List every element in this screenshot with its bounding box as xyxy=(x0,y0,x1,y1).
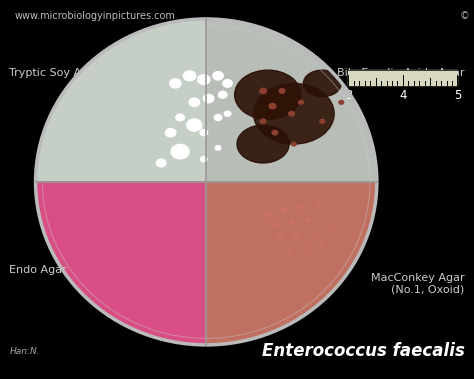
Ellipse shape xyxy=(254,83,334,144)
Bar xyxy=(348,70,457,85)
Circle shape xyxy=(264,211,271,217)
Circle shape xyxy=(277,235,282,239)
Text: Bile Esculin Azide Agar: Bile Esculin Azide Agar xyxy=(337,68,465,78)
Polygon shape xyxy=(206,182,377,345)
Polygon shape xyxy=(36,182,206,345)
Circle shape xyxy=(289,220,294,224)
Circle shape xyxy=(200,130,208,136)
Circle shape xyxy=(187,119,202,131)
Polygon shape xyxy=(36,19,206,182)
Circle shape xyxy=(282,208,287,213)
Circle shape xyxy=(298,204,304,209)
Circle shape xyxy=(201,157,207,162)
Circle shape xyxy=(294,233,299,237)
Circle shape xyxy=(224,111,231,116)
Circle shape xyxy=(279,89,285,93)
Circle shape xyxy=(171,144,189,159)
Circle shape xyxy=(214,114,222,121)
Ellipse shape xyxy=(237,125,289,163)
Circle shape xyxy=(156,159,166,167)
Text: Han:N.: Han:N. xyxy=(9,347,40,356)
Circle shape xyxy=(311,232,315,235)
Text: MacConkey Agar
(No.1, Oxoid): MacConkey Agar (No.1, Oxoid) xyxy=(371,273,465,294)
Text: Endo Agar: Endo Agar xyxy=(9,265,67,275)
Circle shape xyxy=(203,94,214,103)
Ellipse shape xyxy=(235,70,301,119)
Circle shape xyxy=(223,80,232,87)
Text: Enterococcus faecalis: Enterococcus faecalis xyxy=(262,342,465,360)
Circle shape xyxy=(215,146,221,150)
Circle shape xyxy=(170,79,181,88)
Circle shape xyxy=(176,114,184,121)
Circle shape xyxy=(339,100,344,104)
Circle shape xyxy=(304,247,308,250)
Circle shape xyxy=(189,98,200,106)
Circle shape xyxy=(272,130,278,135)
Circle shape xyxy=(269,103,276,109)
Circle shape xyxy=(213,72,223,80)
Circle shape xyxy=(292,142,296,146)
Text: 5: 5 xyxy=(454,89,461,102)
Polygon shape xyxy=(206,19,377,182)
Text: 4: 4 xyxy=(399,89,407,102)
Text: Tryptic Soy Agar: Tryptic Soy Agar xyxy=(9,68,100,78)
Circle shape xyxy=(315,203,320,207)
Circle shape xyxy=(165,128,176,137)
Circle shape xyxy=(260,88,266,94)
Ellipse shape xyxy=(303,70,341,97)
Circle shape xyxy=(289,111,294,116)
Text: www.microbiologyinpictures.com: www.microbiologyinpictures.com xyxy=(14,11,175,21)
Circle shape xyxy=(287,249,291,252)
Circle shape xyxy=(183,71,196,81)
Circle shape xyxy=(299,100,303,104)
Text: ©: © xyxy=(459,11,469,21)
Text: 3: 3 xyxy=(345,89,352,102)
Circle shape xyxy=(320,119,325,123)
Circle shape xyxy=(198,75,210,85)
Circle shape xyxy=(260,119,266,124)
Circle shape xyxy=(328,230,331,233)
Circle shape xyxy=(272,223,278,228)
Circle shape xyxy=(306,218,310,222)
Circle shape xyxy=(219,91,227,98)
Circle shape xyxy=(320,243,324,246)
